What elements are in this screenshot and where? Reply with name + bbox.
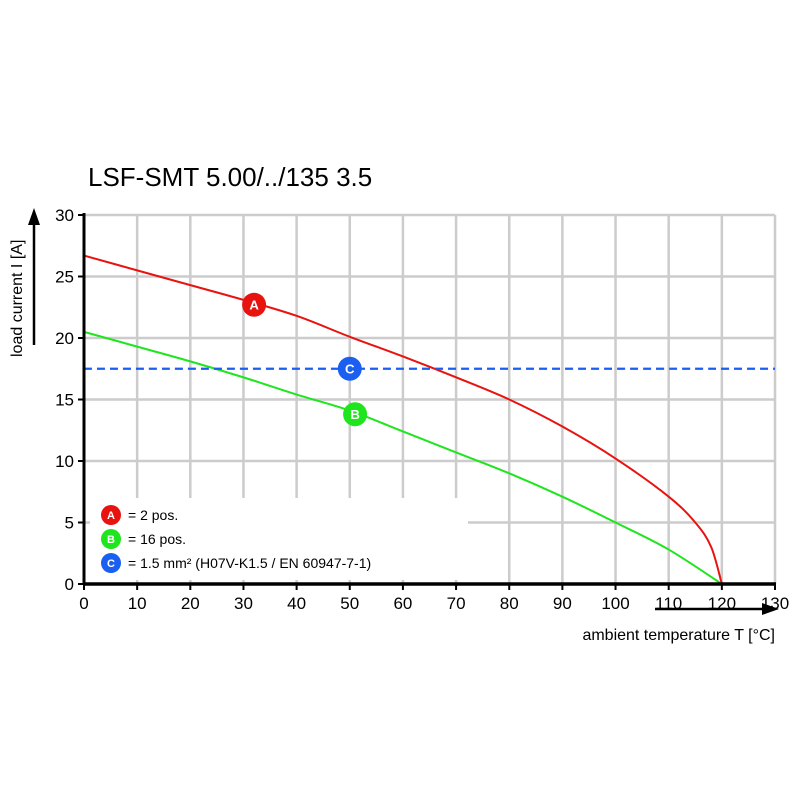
- legend-marker-a-letter: A: [107, 510, 115, 522]
- series-marker-b-circle: [343, 402, 368, 427]
- x-tick-label: 30: [234, 594, 253, 613]
- legend-marker-b-letter: B: [107, 534, 115, 546]
- series-line-b: [83, 330, 723, 585]
- x-tick-label: 10: [128, 594, 147, 613]
- series-line-a: [83, 254, 723, 585]
- legend-label-b: = 16 pos.: [128, 531, 186, 547]
- y-tick-label: 10: [55, 452, 74, 471]
- y-tick-label: 20: [55, 329, 74, 348]
- x-tick-label: 90: [553, 594, 572, 613]
- x-tick-label: 20: [181, 594, 200, 613]
- series-marker-b-letter: B: [350, 407, 360, 422]
- x-tick-label: 70: [447, 594, 466, 613]
- series-marker-c-letter: C: [345, 362, 355, 377]
- legend-label-a: = 2 pos.: [128, 507, 178, 523]
- y-tick-label: 25: [55, 268, 74, 287]
- x-axis-label: ambient temperature T [°C]: [582, 627, 775, 644]
- y-axis-label: load current I [A]: [9, 240, 26, 357]
- axes: 0 10 20 30 40 50 60 70 80 90 100 110 120 130051015202…: [55, 206, 789, 613]
- x-tick-label: 60: [393, 594, 412, 613]
- x-tick-label: 40: [287, 594, 306, 613]
- y-tick-label: 15: [55, 391, 74, 410]
- x-tick-label: 0: [79, 594, 88, 613]
- x-axis-arrow: [655, 603, 779, 615]
- legend-label-c: = 1.5 mm² (H07V-K1.5 / EN 60947-7-1): [128, 555, 371, 571]
- y-tick-label: 30: [55, 206, 74, 225]
- legend-marker-c-circle: [101, 553, 121, 573]
- x-tick-label: 50: [340, 594, 359, 613]
- legend-marker-a-circle: [101, 505, 121, 525]
- x-tick-label: 100: [601, 594, 629, 613]
- y-axis-arrow: [28, 208, 40, 345]
- legend-background: [90, 498, 468, 580]
- chart-title: LSF-SMT 5.00/../135 3.5: [88, 162, 372, 192]
- x-tick-label: 80: [500, 594, 519, 613]
- series-marker-a-letter: A: [249, 298, 259, 313]
- legend-marker-b-circle: [101, 529, 121, 549]
- y-tick-label: 0: [65, 575, 74, 594]
- series-layer: ABC: [83, 254, 775, 585]
- series-marker-a-circle: [242, 292, 267, 317]
- series-marker-c-circle: [337, 356, 362, 381]
- legend: A = 2 pos. B = 16 pos. C = 1.5 mm² (H07V-K1.5…: [101, 505, 371, 573]
- legend-marker-c-letter: C: [107, 558, 115, 570]
- y-tick-label: 5: [65, 514, 74, 533]
